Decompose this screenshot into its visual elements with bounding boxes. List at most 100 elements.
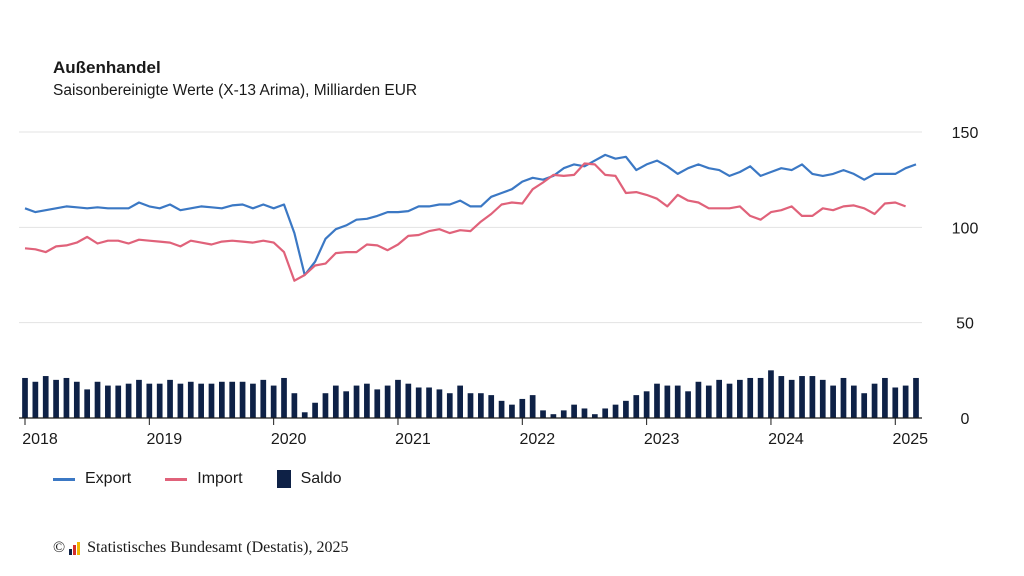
saldo-bar [695, 381, 702, 418]
import-swatch [165, 477, 188, 481]
saldo-bar [239, 381, 246, 418]
import-line [24, 162, 906, 282]
x-tick-label: 2024 [768, 431, 804, 448]
saldo-bar [115, 385, 122, 418]
saldo-bar [457, 385, 463, 418]
saldo-bar [32, 381, 39, 418]
saldo-bar [654, 383, 660, 418]
saldo-bar [571, 404, 577, 418]
saldo-bar [882, 377, 888, 418]
y-tick-label: 100 [952, 220, 979, 237]
saldo-bar [84, 389, 91, 418]
saldo-bar [861, 393, 868, 418]
saldo-bar [612, 404, 619, 418]
saldo-bar [42, 376, 49, 418]
saldo-bar [436, 389, 443, 418]
chart-title: Außenhandel [53, 58, 161, 77]
x-tick-label: 2019 [147, 431, 183, 448]
saldo-bar [467, 393, 474, 418]
saldo-bar [788, 379, 795, 418]
destatis-logo-icon [69, 541, 81, 555]
saldo-bar [488, 395, 495, 418]
saldo-bar [705, 385, 712, 418]
export-swatch [53, 477, 75, 481]
chart-canvas: 0 50 100 150 2018 2019 2020 2021 2022 2023 2024 202… [19, 125, 979, 448]
saldo-bar [125, 383, 132, 418]
source-note: © Statistisches Bundesamt (Destatis), 20… [53, 539, 348, 557]
source-text: Statistisches Bundesamt (Destatis), 2025 [87, 539, 349, 556]
legend-item-import[interactable]: Import [165, 470, 243, 488]
saldo-bar [364, 383, 370, 418]
saldo-bar [322, 393, 329, 418]
saldo-bar [560, 410, 567, 418]
saldo-bar [94, 381, 101, 418]
saldo-bar [291, 393, 298, 418]
saldo-bar [819, 379, 826, 418]
legend-item-saldo[interactable]: Saldo [276, 470, 342, 488]
saldo-bar [747, 377, 754, 418]
saldo-bar [850, 385, 857, 418]
saldo-bar [312, 402, 318, 418]
saldo-bar [726, 383, 733, 418]
grid-lines [19, 131, 922, 324]
saldo-bar [63, 377, 70, 418]
legend-label-export: Export [85, 470, 132, 487]
saldo-bar [73, 381, 80, 418]
saldo-bar [374, 389, 381, 418]
saldo-bar [581, 408, 588, 418]
saldo-bar [208, 383, 215, 418]
saldo-bar [902, 385, 909, 418]
saldo-bar [602, 408, 609, 418]
saldo-bar [509, 404, 515, 418]
saldo-bar [633, 395, 640, 418]
saldo-bar [105, 385, 111, 418]
copyright-icon: © [53, 539, 66, 556]
saldo-bar [871, 383, 878, 418]
saldo-bar [892, 387, 899, 418]
legend-label-saldo: Saldo [300, 470, 342, 487]
saldo-bar [623, 400, 629, 418]
saldo-bar [716, 379, 723, 418]
saldo-bar [53, 379, 59, 418]
saldo-bar [260, 379, 267, 418]
saldo-bar [685, 391, 691, 418]
saldo-bar [498, 400, 505, 418]
saldo-bar [415, 387, 422, 418]
x-tick-label: 2022 [520, 431, 556, 448]
saldo-bar [840, 377, 847, 418]
y-tick-label: 50 [956, 316, 974, 333]
saldo-bar [664, 385, 671, 418]
saldo-bar [22, 377, 28, 418]
saldo-bar [187, 381, 194, 418]
saldo-bar [250, 383, 256, 418]
saldo-bar [156, 383, 163, 418]
saldo-swatch [276, 470, 291, 488]
x-tick-label: 2025 [892, 431, 928, 448]
legend-label-import: Import [197, 470, 243, 487]
saldo-bar [550, 414, 557, 418]
saldo-bar [757, 377, 764, 418]
saldo-bar [281, 377, 287, 418]
saldo-bar [519, 398, 526, 418]
saldo-bar [799, 376, 805, 418]
saldo-bar [270, 385, 277, 418]
legend-item-export[interactable]: Export [53, 470, 131, 488]
export-line [24, 153, 917, 277]
saldo-bar [446, 393, 453, 418]
saldo-bar [343, 391, 350, 418]
saldo-bar [384, 385, 391, 418]
x-tick-label: 2023 [644, 431, 680, 448]
saldo-bar [218, 381, 225, 418]
saldo-bar [177, 383, 184, 418]
x-tick-label: 2021 [395, 431, 431, 448]
saldo-bar [778, 376, 785, 418]
saldo-bar [830, 385, 836, 418]
saldo-bar [768, 370, 774, 418]
saldo-bar [301, 412, 308, 418]
saldo-bar [540, 410, 546, 418]
saldo-bar [913, 377, 919, 418]
legend: Export Import Saldo [53, 470, 376, 488]
saldo-bar [529, 395, 536, 418]
saldo-bars [22, 370, 919, 418]
chart-subtitle: Saisonbereinigte Werte (X-13 Arima), Mil… [53, 82, 418, 99]
